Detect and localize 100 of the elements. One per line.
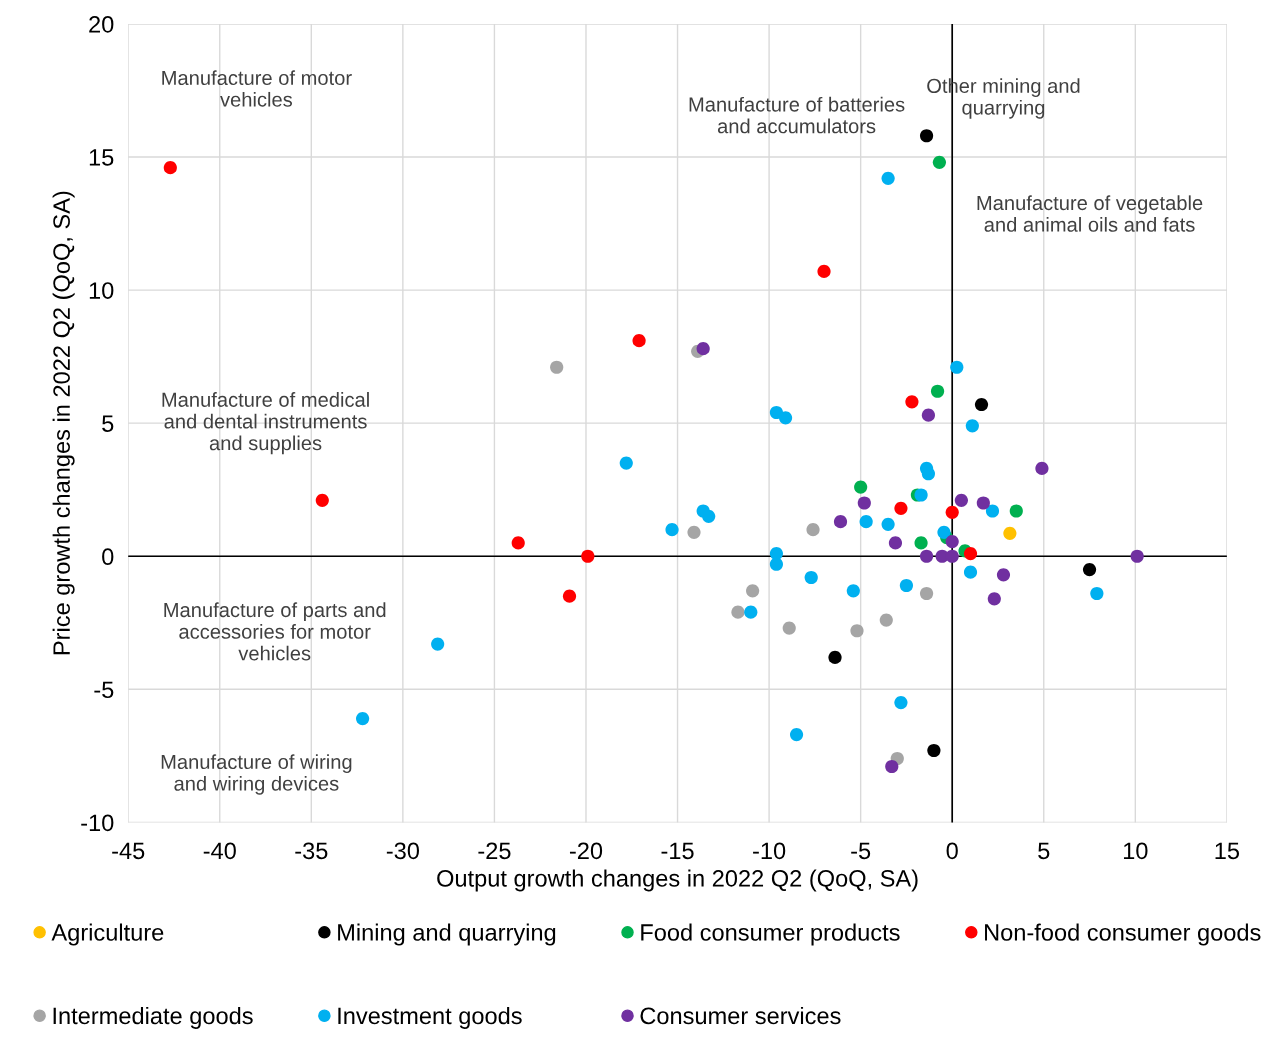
point (930, 384, 945, 398)
point (163, 161, 177, 175)
point (744, 605, 758, 619)
point (1035, 461, 1049, 475)
point (769, 557, 784, 571)
point (850, 624, 864, 638)
point (1003, 526, 1017, 540)
point (996, 568, 1011, 582)
point (806, 523, 820, 537)
point (859, 515, 873, 529)
annotation: Manufacture of batteries and accumulators (689, 96, 905, 134)
point (746, 584, 760, 598)
point (899, 578, 914, 593)
point (550, 360, 564, 374)
point (731, 605, 745, 619)
y-tick-label: -5 (94, 681, 114, 699)
point (782, 621, 796, 635)
point (356, 712, 370, 726)
x-tick-label: 5 (1038, 842, 1050, 860)
x-tick-label: -35 (295, 842, 328, 860)
point (702, 509, 716, 523)
point (769, 546, 784, 561)
point (665, 523, 679, 537)
point (976, 496, 990, 510)
x-axis-title: Output growth changes in 2022 Q2 (QoQ, SA) (437, 869, 918, 892)
point (894, 696, 908, 710)
point (921, 467, 935, 481)
point (919, 586, 934, 601)
point (687, 525, 701, 539)
point (879, 613, 893, 627)
point (945, 535, 959, 549)
point (945, 549, 959, 563)
point (885, 759, 899, 774)
y-tick-label: 15 (89, 149, 114, 166)
point (888, 536, 903, 550)
x-tick-label: -45 (112, 842, 145, 860)
point (778, 411, 793, 425)
point (769, 405, 784, 420)
point (833, 515, 848, 529)
legend-label: Consumer services (640, 1006, 841, 1025)
x-tick-label: 15 (1215, 842, 1240, 860)
point (950, 360, 964, 374)
point (914, 536, 928, 550)
point (954, 493, 968, 507)
annotation: Manufacture of motor vehicles (162, 70, 352, 107)
x-tick-label: -10 (753, 842, 786, 860)
point (963, 565, 978, 579)
point (963, 546, 978, 561)
point (987, 592, 1001, 606)
point (804, 570, 818, 585)
x-tick-label: 10 (1123, 842, 1148, 860)
y-tick-label: 20 (89, 16, 114, 33)
y-tick-label: 5 (102, 415, 114, 432)
point (789, 727, 804, 742)
x-tick-label: -40 (203, 842, 236, 860)
legend-label: Food consumer products (641, 923, 900, 946)
point (632, 334, 646, 348)
point (945, 505, 959, 519)
point (581, 549, 595, 563)
point (919, 129, 934, 143)
point (619, 456, 633, 470)
point (881, 171, 895, 185)
point (921, 408, 935, 422)
point (919, 549, 934, 563)
y-axis-title: Price growth changes in 2022 Q2 (QoQ, SA) (52, 191, 75, 655)
y-tick-label: 10 (89, 282, 114, 299)
point (985, 504, 1000, 518)
annotation: Manufacture of wiring and wiring devices (161, 754, 352, 795)
x-tick-label: 0 (946, 842, 958, 860)
annotation: Manufacture of vegetable and animal oils and fats (977, 195, 1203, 232)
point (562, 589, 577, 603)
annotation: Manufacture of parts and accessories for motor vehicles (164, 602, 386, 661)
point (894, 501, 908, 515)
y-tick-label: 0 (102, 548, 114, 566)
point (846, 584, 860, 598)
x-tick-label: -20 (569, 842, 603, 860)
point (927, 743, 941, 758)
point (937, 525, 951, 539)
legend-label: Investment goods (338, 1006, 522, 1029)
point (696, 342, 710, 356)
point (511, 536, 525, 550)
point (828, 650, 842, 664)
x-tick-label: -5 (851, 842, 871, 860)
point (857, 496, 871, 510)
legend-label: Mining and quarrying (338, 923, 556, 946)
point (965, 419, 979, 433)
point (817, 264, 831, 279)
point (932, 155, 946, 169)
x-tick-label: -30 (386, 842, 420, 860)
legend-label: Agriculture (51, 923, 164, 946)
point (1009, 504, 1023, 518)
point (1090, 586, 1104, 601)
legend-label: Non-food consumer goods (985, 923, 1261, 946)
point (1130, 549, 1144, 563)
annotation: Manufacture of medical and dental instruments and supplies (162, 392, 369, 455)
point (905, 395, 919, 409)
point (881, 517, 895, 531)
x-tick-label: -15 (661, 842, 694, 860)
point (431, 637, 445, 651)
point (974, 397, 989, 412)
